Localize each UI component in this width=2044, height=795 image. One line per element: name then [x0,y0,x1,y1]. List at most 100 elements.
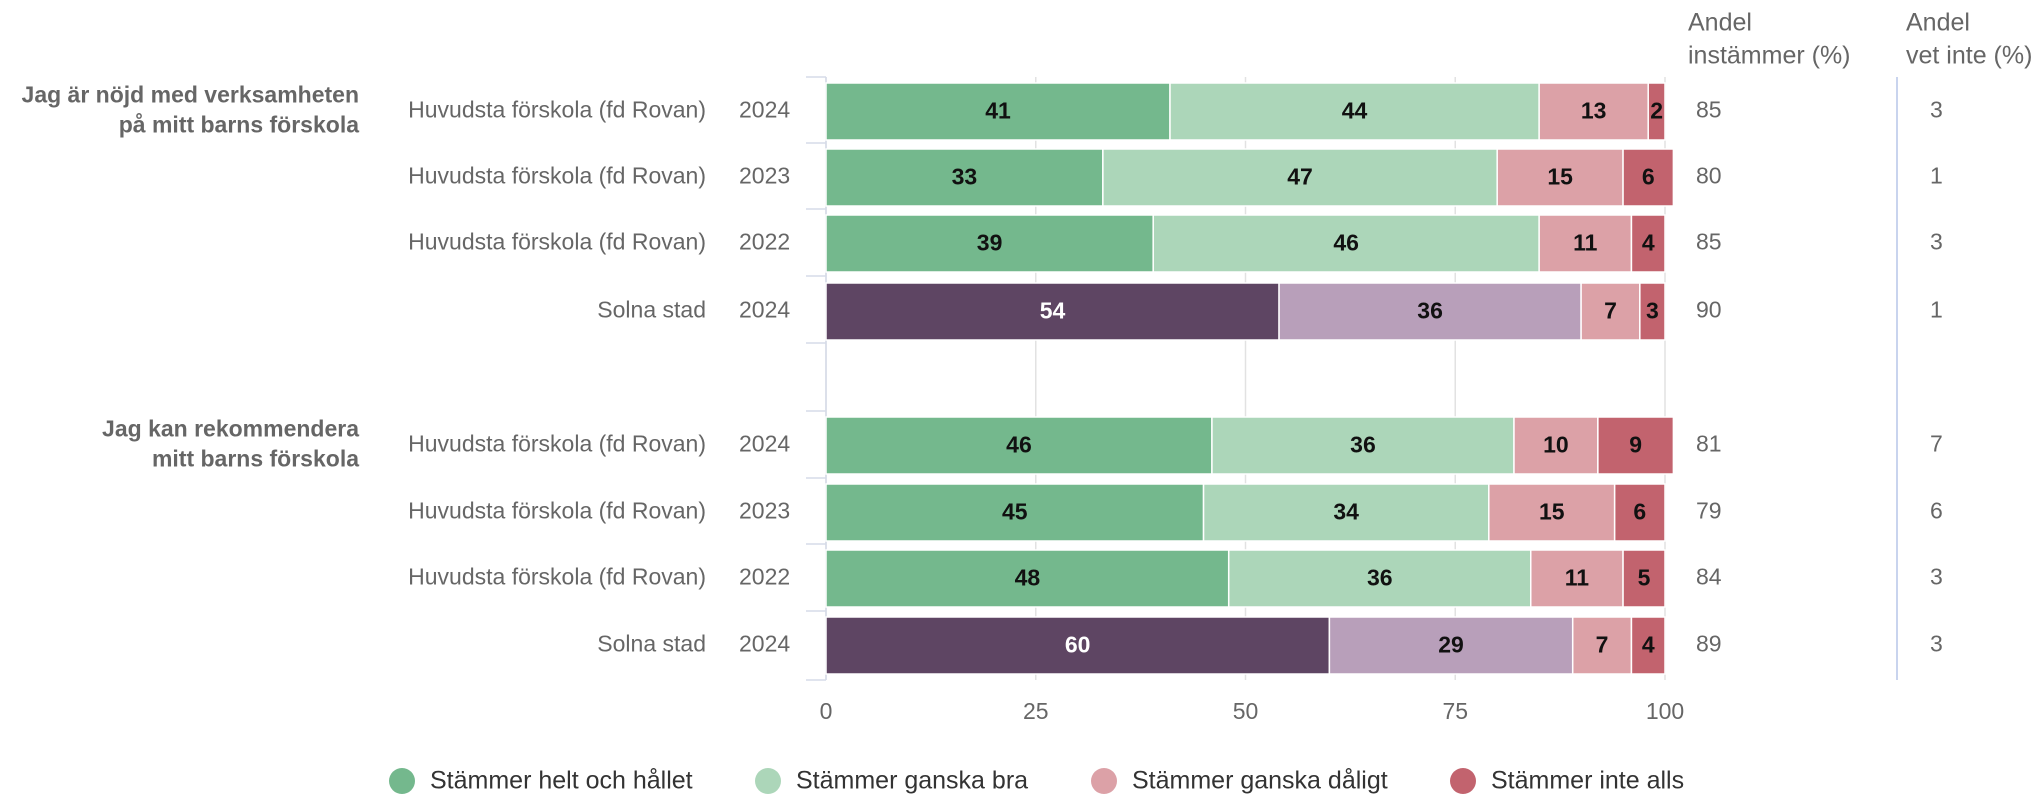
vet-inte-value: 1 [1930,297,1943,323]
bar-data-label: 7 [1604,298,1617,324]
bar-data-label: 60 [1065,632,1091,658]
instammer-value: 79 [1696,498,1722,524]
vet-inte-value: 3 [1930,564,1943,590]
legend-marker [1091,768,1117,794]
bar-segment [1538,214,1633,273]
bar-segment [1622,549,1666,608]
legend-marker [755,768,781,794]
bar-data-label: 36 [1367,565,1393,591]
row-unit-label: Huvudsta förskola (fd Rovan) [408,431,706,457]
bar-segment [1227,549,1532,608]
bar-data-label: 13 [1581,98,1607,124]
bar-data-label: 44 [1342,98,1368,124]
bar-data-label: 6 [1633,499,1646,525]
vet-inte-value: 3 [1930,97,1943,123]
question-label: Jag är nöjd med verksamheten [22,82,359,108]
vet-inte-value: 3 [1930,229,1943,255]
bar-segment [1597,416,1675,475]
instammer-value: 90 [1696,297,1722,323]
bar-segment [1630,616,1666,675]
bar-segment [1328,616,1574,675]
bar-data-label: 15 [1539,499,1565,525]
instammer-value: 89 [1696,631,1722,657]
bar-data-label: 34 [1333,499,1359,525]
row-unit-label: Huvudsta förskola (fd Rovan) [408,564,706,590]
bar-segment [825,483,1205,542]
bar-segment [1571,616,1633,675]
legend-marker [1450,768,1476,794]
bar-data-label: 46 [1333,230,1359,256]
bar-data-label: 4 [1642,632,1655,658]
bar-data-label: 54 [1040,298,1066,324]
bar-data-label: 46 [1006,432,1032,458]
row-year-label: 2022 [739,564,790,590]
bar-data-label: 33 [952,164,978,190]
bar-segment [1496,148,1624,207]
bar-segment [825,616,1331,675]
question-label: mitt barns förskola [152,446,359,472]
bar-data-label: 5 [1638,565,1651,591]
vet-inte-value: 3 [1930,631,1943,657]
vet-inte-value: 7 [1930,431,1943,457]
bar-data-label: 29 [1438,632,1464,658]
column-header-instammer: Andel [1688,9,1752,37]
x-tick-label: 75 [1442,698,1468,724]
row-year-label: 2024 [739,297,790,323]
column-header-vet-inte: vet inte (%) [1906,42,2032,70]
bar-data-label: 45 [1002,499,1028,525]
row-year-label: 2024 [739,97,790,123]
bar-data-label: 47 [1287,164,1313,190]
bar-data-label: 36 [1350,432,1376,458]
bar-data-label: 15 [1547,164,1573,190]
x-tick-label: 100 [1646,698,1684,724]
x-tick-label: 25 [1023,698,1049,724]
bar-segment [825,282,1280,341]
row-unit-label: Huvudsta förskola (fd Rovan) [408,97,706,123]
bar-data-label: 6 [1642,164,1655,190]
row-unit-label: Solna stad [597,297,706,323]
vet-inte-value: 6 [1930,498,1943,524]
row-year-label: 2023 [739,498,790,524]
bar-segment [1647,82,1666,141]
bar-segment [1211,416,1515,475]
bar-segment [1278,282,1582,341]
bar-data-label: 36 [1417,298,1443,324]
row-year-label: 2024 [739,431,790,457]
bar-data-label: 4 [1642,230,1655,256]
row-year-label: 2023 [739,163,790,189]
bar-segment [1630,214,1666,273]
bar-segment [825,82,1171,141]
bar-segment [1513,416,1599,475]
legend-label: Stämmer ganska dåligt [1132,767,1388,795]
bar-data-label: 7 [1596,632,1609,658]
question-label: Jag kan rekommendera [102,416,359,442]
bar-segment [1613,483,1666,542]
row-unit-label: Solna stad [597,631,706,657]
instammer-value: 81 [1696,431,1722,457]
bar-segment [1530,549,1624,608]
bar-segment [1538,82,1649,141]
legend-label: Stämmer helt och hållet [430,767,693,795]
legend-label: Stämmer ganska bra [796,767,1028,795]
row-year-label: 2022 [739,229,790,255]
bar-data-label: 39 [977,230,1003,256]
column-header-vet-inte: Andel [1906,9,1970,37]
instammer-value: 84 [1696,564,1722,590]
bar-data-label: 11 [1565,565,1590,591]
bar-data-label: 41 [985,98,1011,124]
bar-data-label: 11 [1573,230,1598,256]
bars [825,82,1675,675]
bar-data-label: 9 [1629,432,1642,458]
bar-segment [1152,214,1540,273]
legend: Stämmer helt och hållet Stämmer ganska br… [389,767,1684,795]
row-unit-label: Huvudsta förskola (fd Rovan) [408,229,706,255]
bar-segment [825,214,1154,273]
bar-segment [1580,282,1641,341]
bar-data-label: 3 [1646,298,1659,324]
x-tick-label: 0 [820,698,833,724]
bar-segment [1488,483,1616,542]
column-header-instammer: instämmer (%) [1688,42,1851,70]
row-unit-label: Huvudsta förskola (fd Rovan) [408,163,706,189]
